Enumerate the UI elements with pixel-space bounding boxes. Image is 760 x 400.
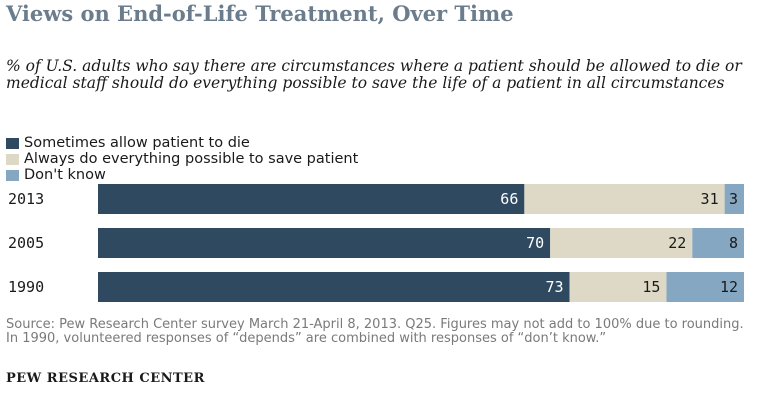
- legend-label-allow-die: Sometimes allow patient to die: [24, 135, 250, 151]
- legend-item-allow-die: Sometimes allow patient to die: [6, 135, 358, 151]
- bar-1990-don-t-know: [666, 272, 744, 302]
- legend-swatch-dont-know: [6, 169, 19, 181]
- category-label-2013: 2013: [8, 190, 44, 208]
- stacked-bar-chart: 2013 66 31 3 2005 70 22 8 1990 73 15 12: [8, 184, 744, 302]
- data-label-2013-always-do-everything-possible-to-save-patient: 31: [701, 190, 719, 208]
- bar-2013-sometimes-allow-patient-to-die: [98, 184, 525, 214]
- legend-swatch-always-save: [6, 153, 19, 165]
- data-label-2005-sometimes-allow-patient-to-die: 70: [526, 234, 544, 252]
- legend-label-always-save: Always do everything possible to save pa…: [24, 151, 359, 167]
- data-label-1990-don-t-know: 12: [720, 278, 738, 296]
- data-label-1990-sometimes-allow-patient-to-die: 73: [546, 278, 564, 296]
- bar-2005-don-t-know: [692, 228, 744, 258]
- legend-swatch-allow-die: [6, 137, 19, 149]
- publisher-logo: PEW RESEARCH CENTER: [6, 371, 205, 386]
- data-label-1990-always-do-everything-possible-to-save-patient: 15: [642, 278, 660, 296]
- legend-label-dont-know: Don't know: [24, 167, 106, 183]
- bar-2013-always-do-everything-possible-to-save-patient: [524, 184, 725, 214]
- bar-1990-always-do-everything-possible-to-save-patient: [569, 272, 667, 302]
- chart-title: Views on End-of-Life Treatment, Over Tim…: [6, 1, 514, 26]
- source-note: Source: Pew Research Center survey March…: [6, 317, 744, 346]
- data-label-2005-don-t-know: 8: [729, 234, 738, 252]
- category-label-2005: 2005: [8, 234, 44, 252]
- legend-item-always-save: Always do everything possible to save pa…: [6, 151, 358, 167]
- category-label-1990: 1990: [8, 278, 44, 296]
- data-label-2013-don-t-know: 3: [729, 190, 738, 208]
- data-label-2013-sometimes-allow-patient-to-die: 66: [500, 190, 518, 208]
- data-label-2005-always-do-everything-possible-to-save-patient: 22: [668, 234, 686, 252]
- bar-1990-sometimes-allow-patient-to-die: [98, 272, 570, 302]
- bar-2013-don-t-know: [724, 184, 744, 214]
- chart-subtitle: % of U.S. adults who say there are circu…: [6, 57, 742, 92]
- legend-item-dont-know: Don't know: [6, 167, 358, 183]
- bar-2005-always-do-everything-possible-to-save-patient: [550, 228, 693, 258]
- bar-2005-sometimes-allow-patient-to-die: [98, 228, 551, 258]
- chart-legend: Sometimes allow patient to die Always do…: [6, 135, 358, 183]
